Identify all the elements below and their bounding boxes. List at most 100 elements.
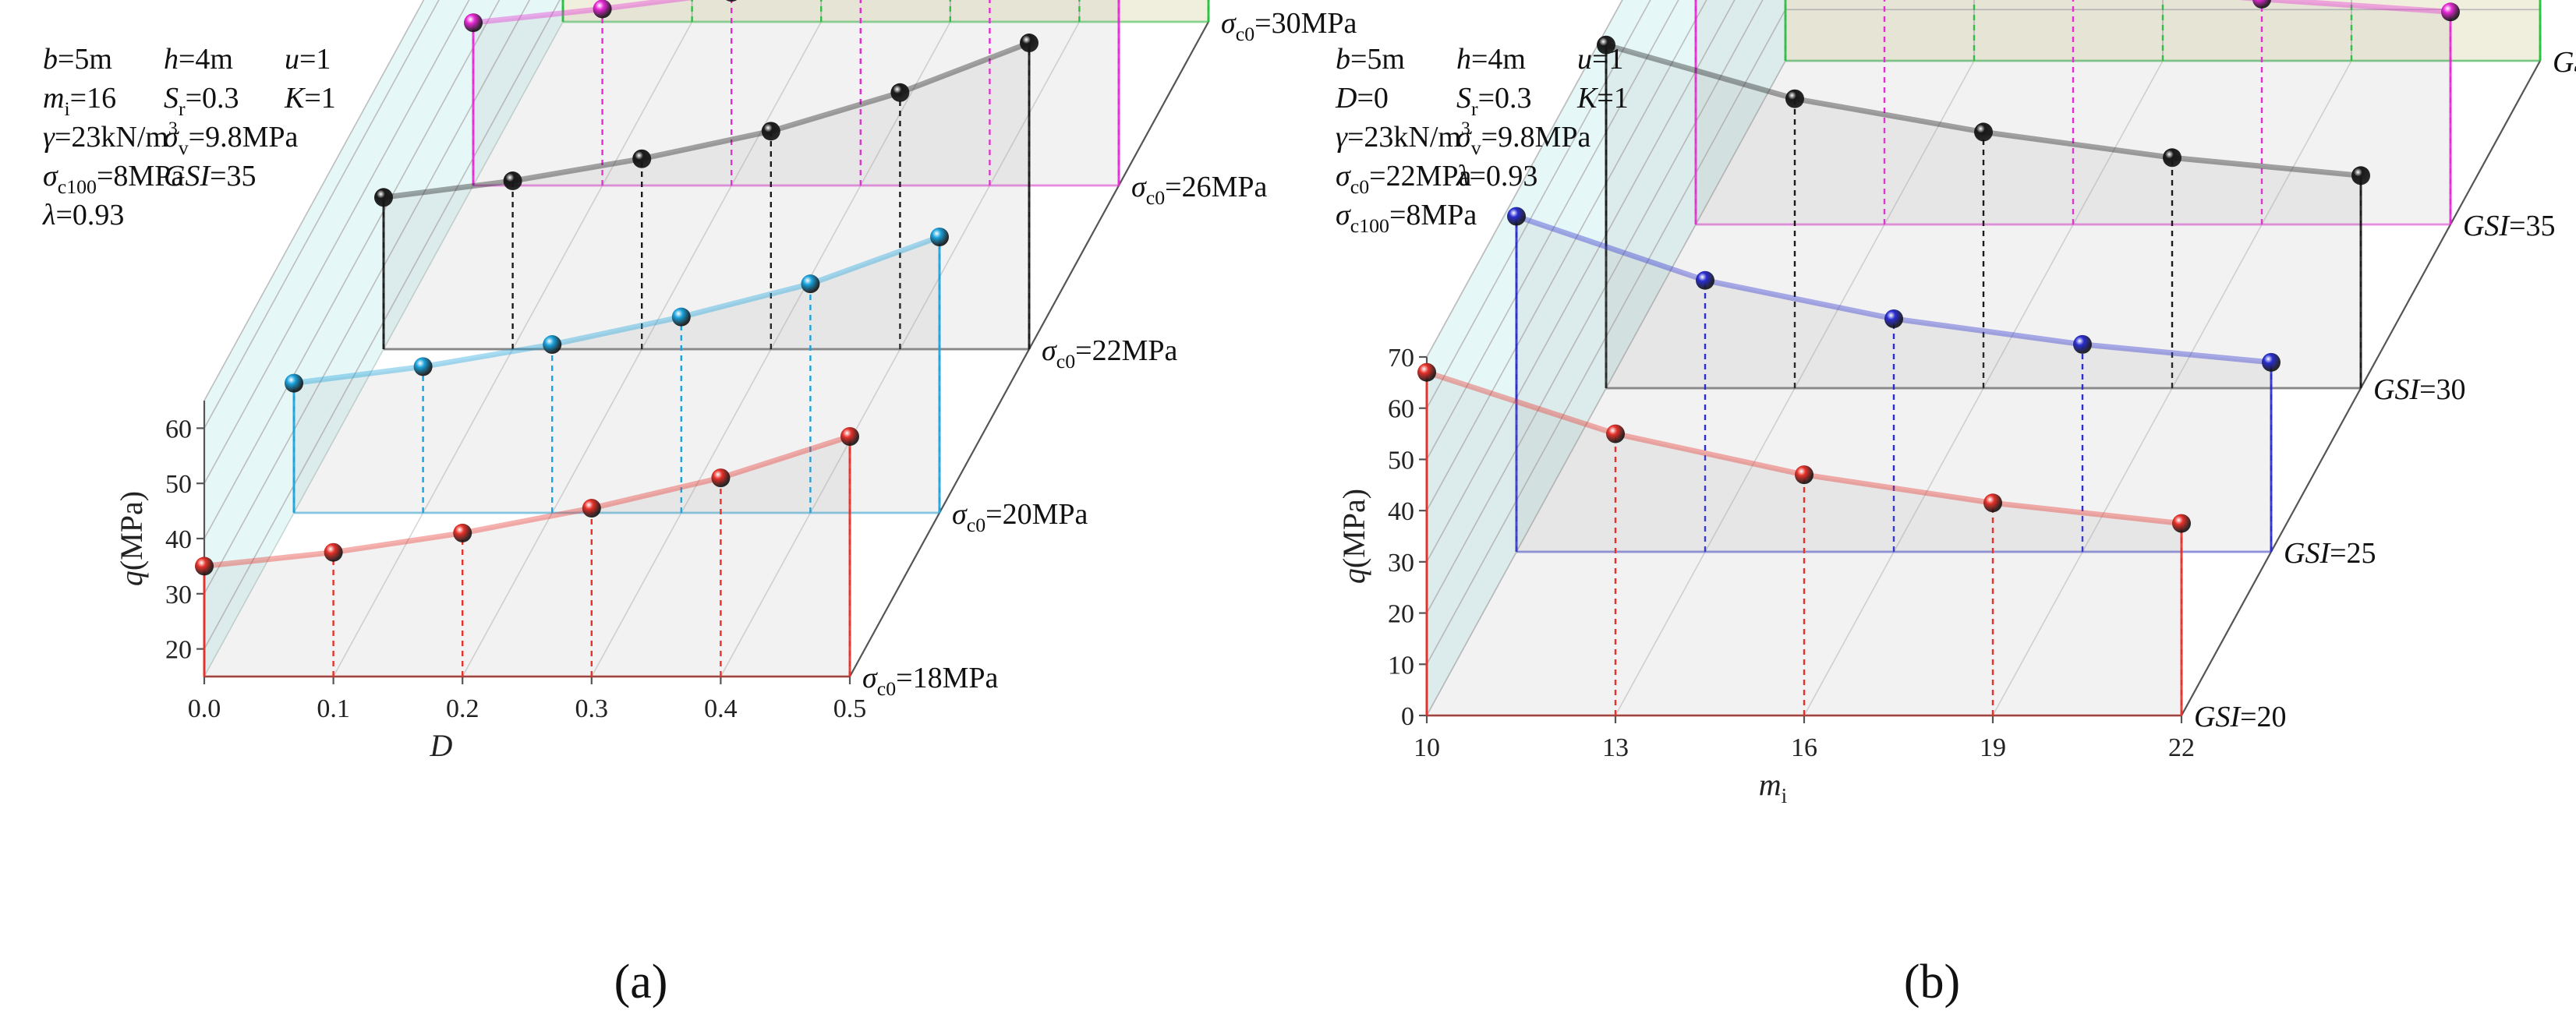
series-label-black: σc0=22MPa — [1042, 334, 1177, 373]
data-point — [930, 228, 949, 246]
parameter-label: b=5m — [1336, 43, 1405, 76]
series-label-magenta-subscript: c0 — [1146, 186, 1165, 209]
parameter-label-symbol: σ — [1336, 199, 1351, 231]
parameter-label-symbol: u — [285, 43, 299, 76]
data-point — [582, 499, 601, 518]
parameter-label: Sr=0.3 — [164, 82, 239, 120]
parameter-label-value: =0 — [1357, 82, 1388, 115]
data-point — [711, 468, 731, 488]
data-point — [374, 188, 393, 207]
parameter-label-value: =1 — [299, 43, 331, 76]
y-tick-label: 70 — [1388, 344, 1414, 373]
series-curtain — [384, 43, 1029, 349]
series-curtain — [204, 436, 850, 677]
parameter-label: u=1 — [1577, 43, 1623, 76]
gridline-y — [1426, 0, 1736, 563]
y-axis-label: q(MPa) — [114, 491, 149, 586]
y-axis-label: q(MPa) — [1336, 489, 1371, 584]
data-point — [1974, 122, 1993, 142]
parameter-label-subscript: v — [179, 136, 189, 159]
x-tick-label: 0.4 — [704, 694, 738, 723]
data-point — [1606, 424, 1625, 443]
x-tick-label: 10 — [1414, 733, 1440, 762]
y-tick-label: 60 — [165, 415, 192, 443]
parameter-label: λ=0.93 — [42, 199, 124, 231]
parameter-label: b=5m — [43, 43, 112, 76]
parameter-label-symbol: σ — [164, 121, 179, 154]
x-axis-label: mi — [1759, 767, 1788, 807]
gridline-y — [203, 0, 501, 539]
series-label-blue_a-subscript: c0 — [967, 514, 985, 536]
parameter-label-subscript: v — [1471, 136, 1481, 159]
x-tick-label: 0.1 — [317, 694, 350, 723]
data-point — [632, 149, 652, 168]
series-red: GSI=20 — [1417, 362, 2287, 733]
parameter-label-symbol: γ — [1336, 121, 1348, 154]
y-tick-label: 20 — [1388, 600, 1414, 629]
parameter-label-value: =22MPa — [1369, 160, 1471, 193]
y-tick-label: 20 — [165, 636, 192, 665]
axis-box-edge — [203, 0, 425, 401]
series-curtain — [473, 0, 1119, 185]
data-point — [671, 307, 691, 327]
series-label-magenta-value: =26MPa — [1165, 171, 1267, 203]
series-label-red: σc0=18MPa — [862, 662, 998, 700]
parameter-label: γ=23kN/m3 — [43, 118, 178, 154]
series-line — [293, 234, 941, 387]
data-point — [453, 523, 472, 542]
series-label-blue_b-value: =25 — [2330, 537, 2376, 570]
parameter-label: σc0=22MPa — [1336, 160, 1471, 198]
series-black: σc0=22MPa — [374, 34, 1177, 373]
gridline-y — [1426, 0, 1679, 460]
series-line — [472, 0, 694, 26]
data-point — [1785, 89, 1804, 108]
data-point — [285, 373, 303, 393]
axis-box-edge — [1426, 0, 1623, 358]
series-label-black-value: =22MPa — [1075, 334, 1177, 367]
data-point — [1597, 35, 1615, 55]
series-curtain — [294, 237, 939, 513]
parameter-label-symbol: h — [164, 43, 179, 76]
parameter-label-symbol: λ — [42, 199, 55, 231]
x-tick-label: 22 — [2168, 733, 2195, 762]
series-label-magenta-symbol: GSI — [2463, 210, 2511, 242]
series-label-black-symbol: σ — [1042, 334, 1057, 367]
series-blue_a: σ c0=20MPa — [285, 228, 1088, 536]
x-axis-label-text: D — [430, 728, 453, 763]
series-label-green: GSI=40 — [2553, 46, 2576, 79]
data-point — [1795, 465, 1813, 485]
parameter-label-symbol: b — [43, 43, 58, 76]
series-line — [2238, 0, 2451, 15]
parameter-label-value: =23kN/m — [1347, 121, 1461, 154]
parameter-label-symbol: σ — [1336, 160, 1351, 193]
parameter-label: D=0 — [1335, 82, 1389, 115]
parameter-label-value: =0.93 — [1469, 160, 1537, 193]
y-tick-label: 50 — [165, 470, 192, 499]
back-wall — [563, 0, 1208, 22]
x-tick-label: 13 — [1602, 733, 1629, 762]
series-magenta: σc0=26MPa — [464, 0, 1267, 209]
x-axis-label: D — [430, 728, 453, 763]
parameter-label-symbol: γ — [43, 121, 55, 154]
parameter-label-value: =35 — [210, 160, 256, 193]
parameter-label-symbol: m — [43, 82, 64, 115]
data-point — [543, 335, 562, 355]
y-tick-label: 10 — [1388, 651, 1414, 680]
parameter-label-subscript: c0 — [1350, 175, 1369, 198]
data-point — [2351, 166, 2370, 185]
data-point — [2441, 2, 2460, 22]
parameter-label-value: =0.3 — [1478, 82, 1532, 115]
parameter-label-value: =5m — [1350, 43, 1405, 76]
series-label-magenta-symbol: σ — [1131, 171, 1147, 203]
gridline-y — [1426, 0, 1651, 409]
series-label-green: σc0=30MPa — [1221, 7, 1357, 45]
parameter-label: σv=9.8MPa — [1456, 121, 1591, 159]
y-tick-label: 60 — [1388, 395, 1414, 424]
parameter-label-subscript: i — [64, 97, 69, 120]
x-tick-label: 19 — [1980, 733, 2006, 762]
parameter-label-value: =1 — [1597, 82, 1628, 115]
parameter-label-symbol: K — [284, 82, 306, 115]
parameter-label-value: =8MPa — [1389, 199, 1477, 231]
parameter-label-subscript: r — [1471, 97, 1478, 120]
series-label-blue_a-value: =20MPa — [985, 498, 1088, 531]
